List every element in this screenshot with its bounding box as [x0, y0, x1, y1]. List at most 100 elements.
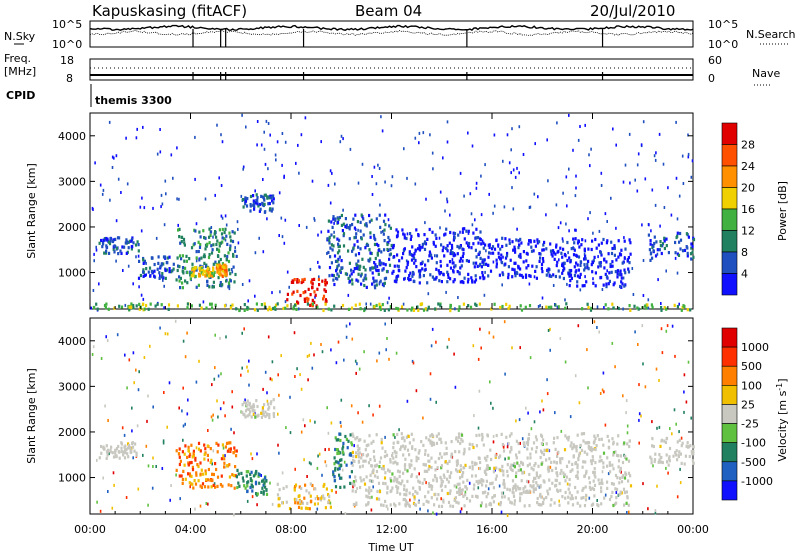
echo-cell — [692, 461, 695, 465]
echo-cell — [540, 449, 543, 453]
noise-echo — [588, 153, 590, 157]
echo-cell — [397, 274, 400, 278]
colorbar-tick-label: -100 — [741, 437, 766, 450]
noise-echo — [91, 353, 94, 356]
echo-cell — [429, 434, 432, 438]
noise-echo — [339, 421, 342, 424]
echo-cell — [406, 308, 409, 312]
echo-cell — [375, 217, 378, 221]
echo-cell — [361, 464, 364, 468]
echo-cell — [130, 245, 133, 249]
echo-cell — [370, 464, 374, 468]
echo-cell — [511, 267, 514, 271]
echo-cell — [519, 267, 522, 271]
echo-cell — [686, 246, 689, 250]
noise-echo — [309, 419, 311, 423]
echo-cell — [421, 267, 424, 271]
power-ylabel: Slant Range [km] — [25, 163, 38, 259]
echo-cell — [303, 297, 306, 301]
echo-cell — [265, 479, 268, 483]
echo-cell — [363, 482, 367, 486]
echo-cell — [665, 237, 668, 241]
echo-cell — [505, 435, 508, 439]
echo-cell — [209, 230, 213, 234]
echo-cell — [340, 476, 343, 480]
noise-echo — [357, 411, 359, 415]
echo-cell — [252, 199, 255, 203]
echo-cell — [405, 236, 408, 241]
noise-echo — [162, 278, 164, 282]
noise-echo — [623, 236, 625, 240]
echo-cell — [334, 460, 337, 464]
echo-cell — [187, 461, 190, 465]
echo-cell — [565, 302, 568, 306]
noise-echo — [217, 415, 219, 419]
echo-cell — [497, 243, 500, 247]
noise-echo — [102, 188, 105, 192]
echo-cell — [382, 262, 385, 266]
echo-cell — [570, 276, 573, 280]
echo-cell — [325, 299, 328, 303]
noise-echo — [631, 267, 634, 270]
noise-echo — [163, 391, 165, 394]
echo-cell — [534, 244, 537, 248]
echo-cell — [199, 472, 202, 476]
echo-cell — [482, 241, 485, 245]
echo-cell — [408, 453, 411, 457]
echo-cell — [347, 249, 350, 253]
echo-cell — [243, 413, 246, 417]
echo-cell — [209, 460, 212, 465]
noise-echo — [314, 420, 316, 424]
echo-cell — [517, 246, 520, 250]
echo-cell — [118, 450, 121, 454]
noise-echo — [539, 304, 541, 308]
echo-cell — [333, 456, 336, 460]
echo-cell — [225, 257, 228, 262]
noise-echo — [492, 406, 494, 410]
noise-echo — [214, 333, 216, 337]
echo-cell — [594, 475, 597, 479]
echo-cell — [668, 446, 672, 451]
echo-cell — [191, 482, 194, 486]
echo-cell — [145, 303, 148, 308]
echo-cell — [98, 456, 101, 460]
echo-cell — [292, 305, 295, 309]
echo-cell — [427, 438, 430, 442]
echo-cell — [251, 409, 254, 413]
noise-echo — [212, 449, 215, 453]
echo-cell — [535, 481, 538, 485]
echo-cell — [189, 277, 192, 281]
echo-cell — [331, 225, 334, 229]
echo-cell — [404, 467, 407, 471]
echo-cell — [446, 461, 449, 466]
noise-echo — [459, 171, 462, 175]
echo-cell — [528, 489, 531, 493]
echo-cell — [375, 463, 378, 467]
echo-cell — [327, 219, 330, 223]
echo-cell — [212, 285, 215, 289]
echo-cell — [338, 238, 341, 242]
echo-cell — [591, 260, 594, 265]
echo-cell — [113, 250, 116, 254]
echo-cell — [124, 444, 127, 448]
noise-echo — [530, 427, 533, 431]
echo-cell — [561, 457, 564, 461]
noise-echo — [98, 282, 100, 286]
noise-echo — [361, 162, 364, 166]
noise-echo — [143, 356, 146, 359]
echo-cell — [367, 461, 371, 465]
echo-cell — [526, 464, 529, 468]
y-tick-label: 2000 — [58, 221, 86, 234]
echo-cell — [246, 307, 249, 311]
echo-cell — [368, 434, 371, 438]
noise-echo — [533, 192, 536, 196]
colorbar-tick-label: 25 — [741, 398, 755, 411]
echo-cell — [178, 265, 181, 269]
echo-cell — [249, 405, 252, 410]
echo-cell — [251, 485, 254, 489]
noise-echo — [511, 127, 513, 131]
echo-cell — [223, 237, 226, 241]
echo-cell — [490, 307, 493, 311]
noise-echo — [92, 208, 94, 211]
echo-cell — [435, 434, 438, 438]
